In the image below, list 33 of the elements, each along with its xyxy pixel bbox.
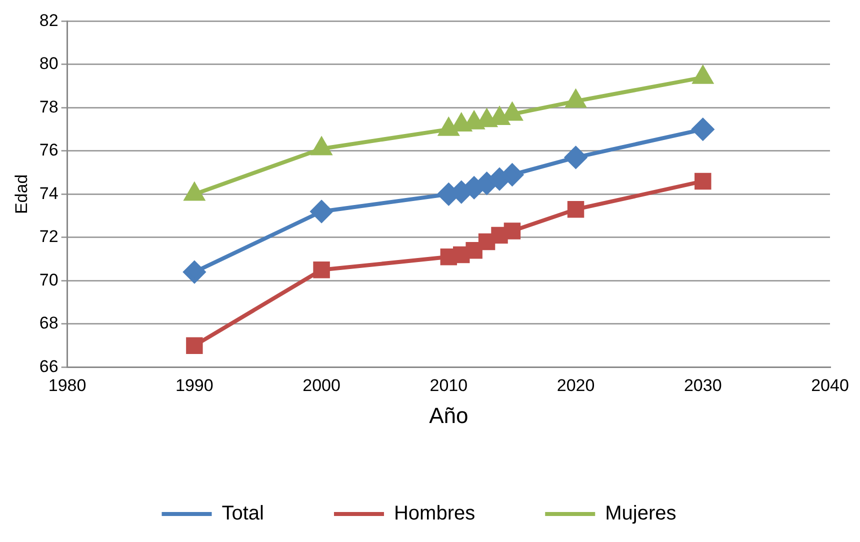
y-tick-label: 72 [39, 227, 58, 246]
x-tick-label: 2020 [556, 376, 595, 396]
y-tick-label: 78 [39, 97, 58, 116]
y-tick-label: 66 [39, 356, 58, 376]
point [466, 242, 482, 259]
point [312, 138, 332, 156]
point [566, 90, 586, 108]
y-tick-label: 76 [39, 140, 58, 160]
y-tick-label: 80 [39, 54, 58, 74]
legend-label: Mujeres [605, 502, 676, 525]
y-tick-label: 74 [39, 184, 58, 203]
x-tick-label: 2010 [430, 376, 468, 396]
point [504, 222, 521, 240]
y-tick-label: 70 [39, 270, 58, 290]
y-tick-label: 82 [39, 10, 58, 30]
point [313, 262, 330, 278]
x-tick-label: 2040 [811, 376, 849, 396]
x-tick-label: 2030 [684, 376, 722, 396]
x-tick-label: 2000 [302, 376, 340, 396]
y-tick-label: 68 [39, 314, 58, 333]
x-tick-label: 1990 [176, 376, 214, 396]
x-tick-label: 1980 [48, 376, 86, 396]
legend-label: Hombres [394, 502, 476, 525]
point [564, 146, 587, 168]
point [438, 118, 458, 136]
point [310, 200, 333, 222]
legend-label: Total [222, 502, 264, 525]
point [694, 172, 712, 190]
point [693, 66, 713, 84]
y-axis-title: Edad [12, 174, 31, 214]
point [183, 261, 206, 284]
x-axis-title: Año [429, 402, 468, 428]
point [567, 200, 584, 218]
